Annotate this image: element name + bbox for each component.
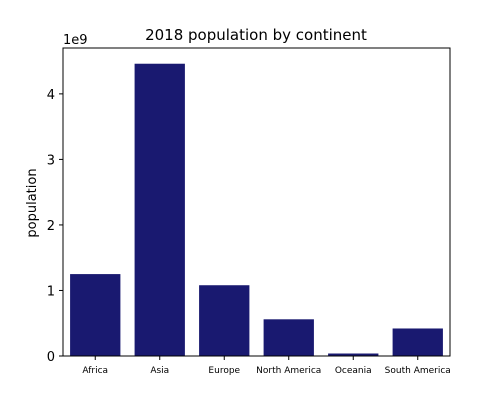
x-tick-label: Oceania [335, 366, 372, 376]
bar-south-america [392, 328, 443, 356]
x-tick-label: Africa [82, 366, 108, 376]
bar-africa [70, 274, 121, 356]
plot-frame [62, 47, 451, 357]
x-tick-label: Asia [150, 366, 169, 376]
bar-asia [134, 63, 185, 356]
y-axis-offset-label: 1e9 [63, 33, 88, 48]
bar-north-america [263, 319, 314, 356]
bar-oceania [328, 353, 379, 356]
y-tick-label: 3 [47, 153, 55, 168]
x-tick-label: North America [256, 366, 321, 376]
x-axis-ticks: Africa Asia Europe North America Oceania Sout… [82, 356, 451, 376]
y-tick-label: 4 [47, 88, 55, 103]
y-tick-label: 2 [47, 219, 55, 234]
y-axis-label: population [25, 168, 40, 237]
bar-europe [199, 285, 250, 356]
y-tick-label: 1 [47, 284, 55, 299]
bars-group [70, 63, 443, 356]
chart-title: 2018 population by continent [145, 26, 367, 44]
x-tick-label: Europe [208, 366, 240, 376]
y-axis-ticks: 0 1 2 3 4 [47, 88, 63, 365]
y-tick-label: 0 [47, 350, 55, 365]
x-tick-label: South America [385, 366, 451, 376]
